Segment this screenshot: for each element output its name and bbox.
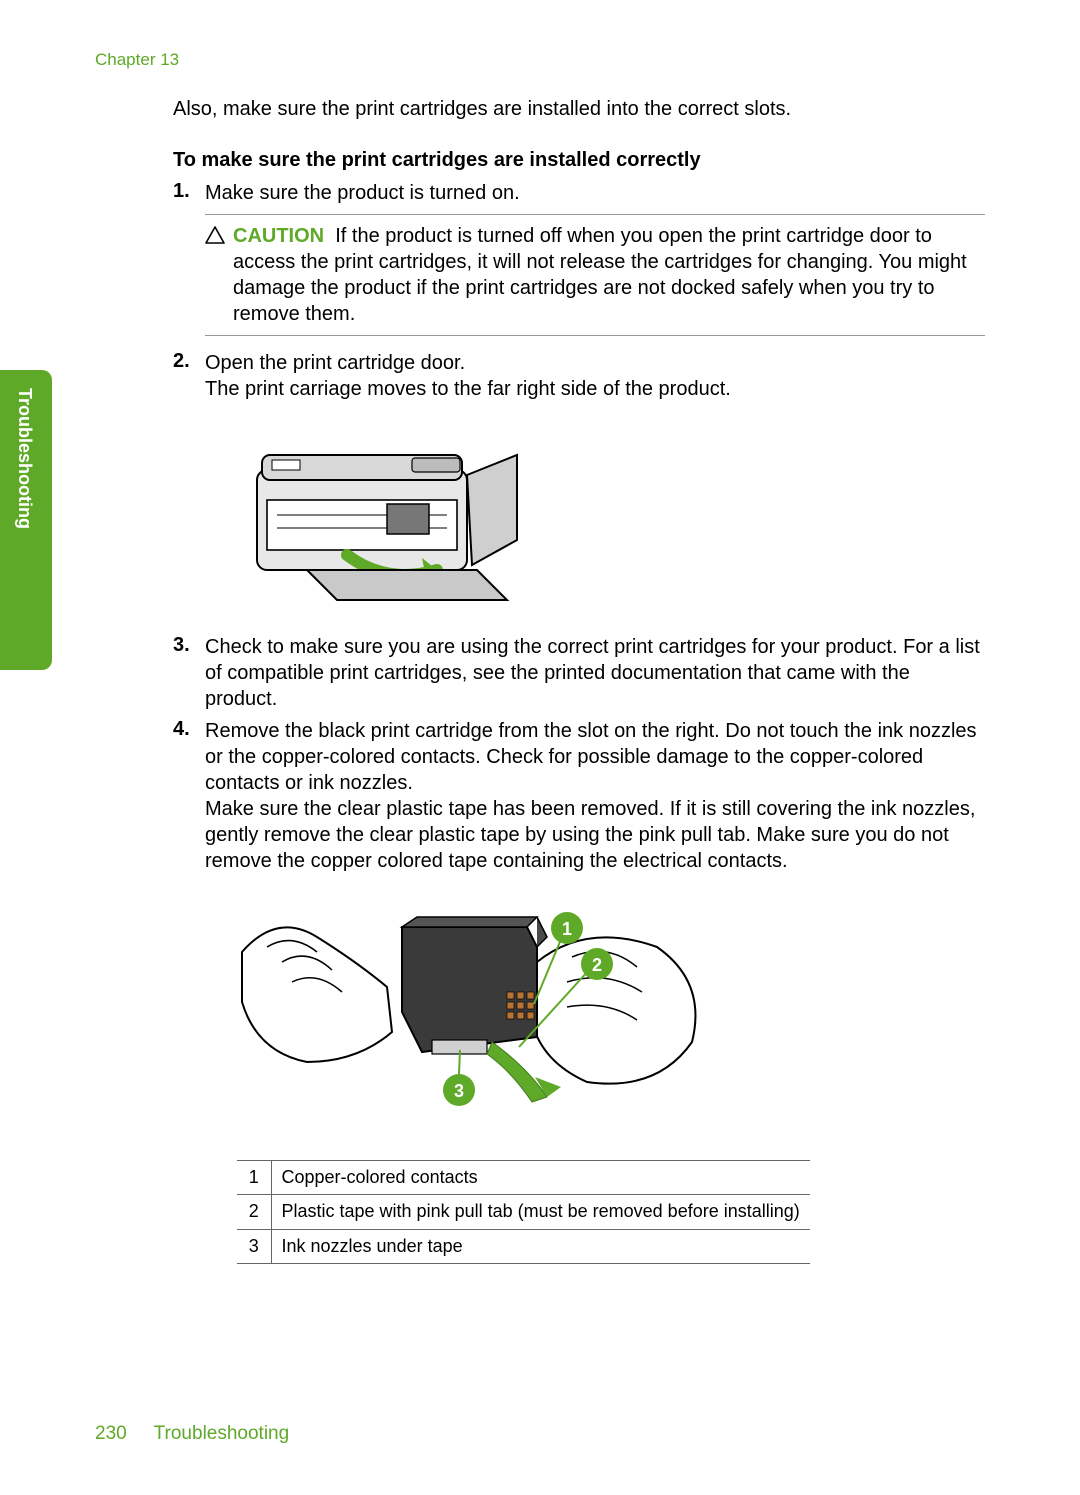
step-text: Remove the black print cartridge from th… [205, 718, 985, 796]
page-content: Chapter 13 Also, make sure the print car… [0, 0, 1080, 1495]
step-text-2: The print carriage moves to the far righ… [205, 376, 985, 402]
figure-printer [237, 420, 985, 610]
callout-num: 2 [237, 1195, 271, 1229]
step-number: 1. [173, 180, 205, 344]
caution-icon [205, 225, 225, 251]
callout-num: 3 [237, 1229, 271, 1263]
step-text: Make sure the product is turned on. [205, 182, 520, 204]
table-row: 3 Ink nozzles under tape [237, 1229, 810, 1263]
callout-num: 1 [237, 1161, 271, 1195]
footer-section: Troubleshooting [154, 1423, 290, 1444]
step-list: 1. Make sure the product is turned on. C… [173, 180, 985, 1264]
caution-body: If the product is turned off when you op… [233, 225, 967, 325]
step-text-2: Make sure the clear plastic tape has bee… [205, 796, 985, 874]
copper-contacts [507, 992, 534, 1019]
page-number: 230 [95, 1423, 127, 1444]
callout-1-num: 1 [562, 919, 572, 939]
callout-desc: Copper-colored contacts [271, 1161, 810, 1195]
step-4: 4. Remove the black print cartridge from… [173, 718, 985, 1264]
chapter-header: Chapter 13 [95, 50, 985, 70]
step-3: 3. Check to make sure you are using the … [173, 634, 985, 712]
step-body: Check to make sure you are using the cor… [205, 634, 985, 712]
callout-table: 1 Copper-colored contacts 2 Plastic tape… [237, 1160, 810, 1264]
figure-cartridge: 1 2 3 [237, 892, 985, 1142]
callout-desc: Ink nozzles under tape [271, 1229, 810, 1263]
step-1: 1. Make sure the product is turned on. C… [173, 180, 985, 344]
step-body: Remove the black print cartridge from th… [205, 718, 985, 1264]
step-text: Check to make sure you are using the cor… [205, 636, 980, 710]
caution-label: CAUTION [233, 225, 324, 247]
section-heading: To make sure the print cartridges are in… [173, 149, 985, 172]
step-number: 2. [173, 350, 205, 628]
callout-1: 1 [551, 912, 583, 944]
callout-3: 3 [443, 1074, 475, 1106]
step-body: Open the print cartridge door. The print… [205, 350, 985, 628]
step-number: 3. [173, 634, 205, 712]
page-footer: 230 Troubleshooting [95, 1423, 289, 1445]
caution-block: CAUTION If the product is turned off whe… [205, 214, 985, 336]
callout-desc: Plastic tape with pink pull tab (must be… [271, 1195, 810, 1229]
step-number: 4. [173, 718, 205, 1264]
table-row: 1 Copper-colored contacts [237, 1161, 810, 1195]
callout-2-num: 2 [592, 955, 602, 975]
caution-text: CAUTION If the product is turned off whe… [233, 223, 985, 327]
callout-3-num: 3 [454, 1081, 464, 1101]
callout-2: 2 [581, 948, 613, 980]
intro-paragraph: Also, make sure the print cartridges are… [173, 98, 985, 121]
step-2: 2. Open the print cartridge door. The pr… [173, 350, 985, 628]
step-text: Open the print cartridge door. [205, 350, 985, 376]
step-body: Make sure the product is turned on. CAUT… [205, 180, 985, 344]
table-row: 2 Plastic tape with pink pull tab (must … [237, 1195, 810, 1229]
